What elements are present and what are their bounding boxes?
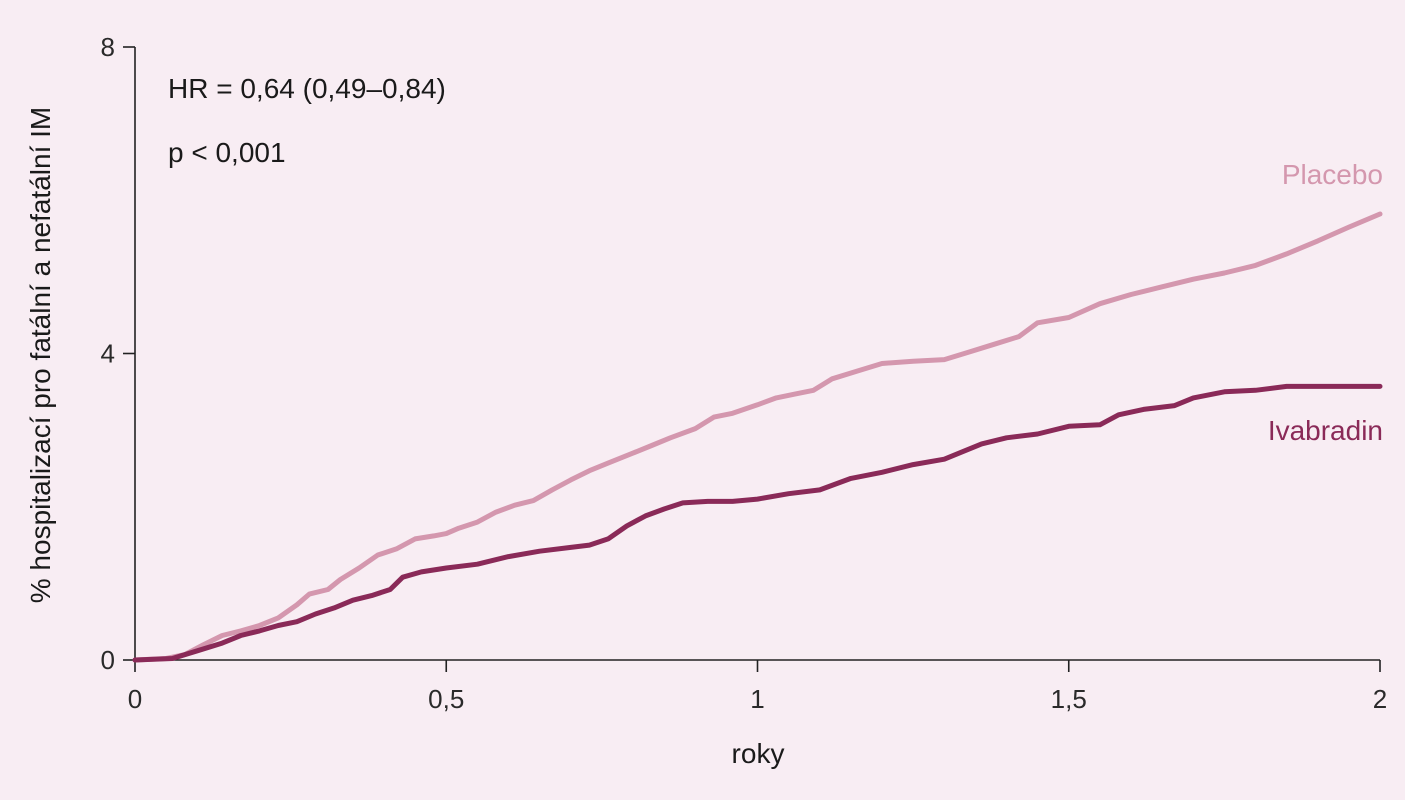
y-tick-label: 8	[101, 32, 115, 62]
x-tick-label: 0,5	[428, 684, 464, 714]
series-layer	[132, 211, 1383, 663]
annotation-p: p < 0,001	[168, 137, 286, 168]
series-line-placebo	[132, 211, 1383, 663]
x-tick-label: 1	[750, 684, 764, 714]
series-label-ivabradin: Ivabradin	[1268, 415, 1383, 446]
y-tick-label: 0	[101, 645, 115, 675]
y-axis-label: % hospitalizací pro fatální a nefatální …	[25, 107, 56, 604]
series-line-ivabradin	[132, 383, 1383, 663]
series-label-placebo: Placebo	[1282, 159, 1383, 190]
x-tick-label: 1,5	[1051, 684, 1087, 714]
x-tick-label: 2	[1373, 684, 1387, 714]
x-tick-label: 0	[128, 684, 142, 714]
axes: 0 0,5 1 1,5 2 0 4 8	[101, 32, 1388, 714]
x-axis-label: roky	[732, 738, 785, 769]
annotation-hr: HR = 0,64 (0,49–0,84)	[168, 73, 446, 104]
y-tick-label: 4	[101, 339, 115, 369]
